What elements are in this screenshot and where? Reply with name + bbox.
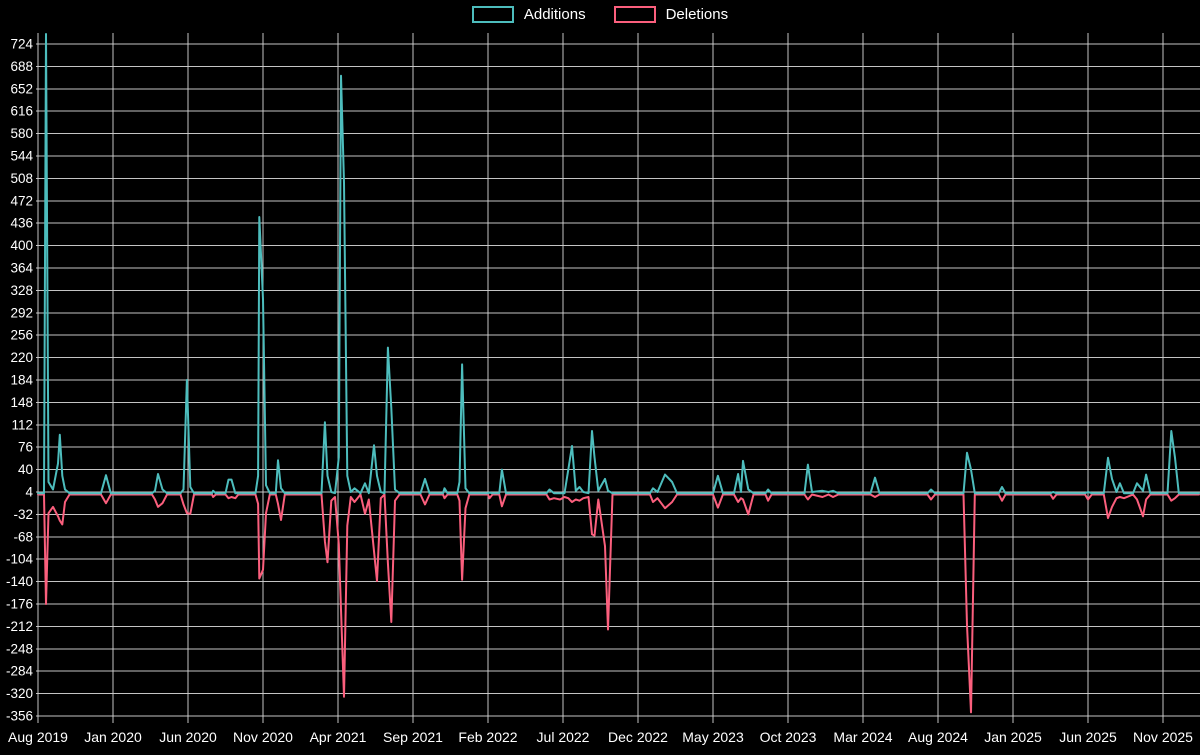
legend-label-additions: Additions (523, 6, 586, 23)
svg-text:Sep 2021: Sep 2021 (383, 729, 443, 745)
svg-text:112: 112 (11, 417, 33, 432)
svg-text:688: 688 (10, 59, 33, 74)
svg-text:Aug 2019: Aug 2019 (8, 729, 68, 745)
svg-text:580: 580 (10, 126, 33, 141)
svg-text:Nov 2020: Nov 2020 (233, 729, 293, 745)
svg-text:40: 40 (18, 462, 33, 477)
svg-text:-140: -140 (6, 574, 33, 589)
svg-text:Dec 2022: Dec 2022 (608, 729, 668, 745)
svg-text:256: 256 (10, 328, 33, 343)
svg-text:-356: -356 (6, 709, 33, 724)
svg-text:-176: -176 (6, 597, 33, 612)
svg-text:220: 220 (10, 350, 33, 365)
svg-text:Jun 2020: Jun 2020 (159, 729, 217, 745)
svg-text:-104: -104 (6, 552, 34, 567)
additions-swatch-icon (471, 6, 514, 23)
deletions-swatch-icon (613, 6, 656, 23)
svg-text:Jun 2025: Jun 2025 (1059, 729, 1117, 745)
chart-legend: Additions Deletions (0, 6, 1200, 23)
svg-text:Mar 2024: Mar 2024 (833, 729, 892, 745)
svg-text:Jan 2020: Jan 2020 (84, 729, 142, 745)
svg-text:148: 148 (10, 395, 33, 410)
legend-label-deletions: Deletions (665, 6, 729, 23)
svg-text:616: 616 (10, 104, 33, 119)
svg-text:292: 292 (10, 305, 33, 320)
svg-text:Jul 2022: Jul 2022 (537, 729, 590, 745)
svg-text:-320: -320 (6, 686, 33, 701)
svg-text:364: 364 (10, 261, 33, 276)
svg-text:328: 328 (10, 283, 33, 298)
svg-text:436: 436 (10, 216, 33, 231)
svg-text:544: 544 (10, 149, 33, 164)
svg-text:-32: -32 (13, 507, 33, 522)
svg-text:508: 508 (10, 171, 33, 186)
legend-item-deletions[interactable]: Deletions (613, 6, 729, 23)
svg-text:Apr 2021: Apr 2021 (310, 729, 367, 745)
svg-text:Feb 2022: Feb 2022 (458, 729, 517, 745)
svg-text:May 2023: May 2023 (682, 729, 744, 745)
svg-text:-68: -68 (13, 529, 33, 544)
svg-text:652: 652 (10, 81, 33, 96)
svg-text:400: 400 (10, 238, 33, 253)
svg-text:Oct 2023: Oct 2023 (760, 729, 817, 745)
svg-text:76: 76 (18, 440, 33, 455)
svg-text:Jan 2025: Jan 2025 (984, 729, 1042, 745)
svg-text:724: 724 (10, 37, 33, 52)
svg-text:184: 184 (10, 373, 33, 388)
svg-text:-248: -248 (6, 641, 33, 656)
svg-text:Aug 2024: Aug 2024 (908, 729, 968, 745)
svg-text:4: 4 (25, 485, 33, 500)
svg-text:-212: -212 (6, 619, 33, 634)
legend-item-additions[interactable]: Additions (471, 6, 586, 23)
svg-text:-284: -284 (6, 664, 34, 679)
svg-text:472: 472 (10, 193, 33, 208)
svg-text:Nov 2025: Nov 2025 (1133, 729, 1193, 745)
